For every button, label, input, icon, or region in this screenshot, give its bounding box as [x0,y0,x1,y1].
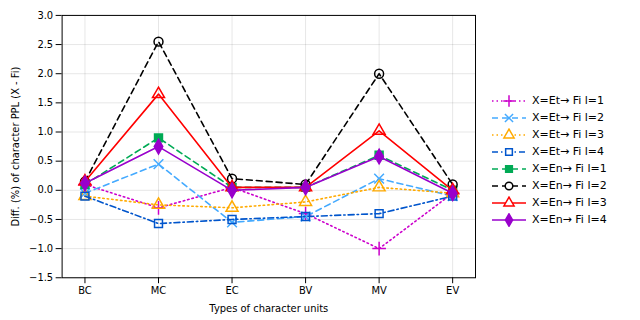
svg-text:2.5: 2.5 [37,39,53,50]
svg-text:−1.5: −1.5 [29,272,53,283]
svg-text:Diff. (%) of character PPL (X: Diff. (%) of character PPL (X - Fi) [10,66,21,226]
html-text:X=Et→ Fi l=3: X=Et→ Fi l=3 [531,128,604,141]
html-text:X=En→ Fi l=2: X=En→ Fi l=2 [531,179,607,192]
html-text:X=Et→ Fi l=1: X=Et→ Fi l=1 [531,94,604,107]
svg-text:BC: BC [78,285,92,296]
svg-text:MC: MC [151,285,167,296]
svg-text:EV: EV [446,285,459,296]
svg-text:0.0: 0.0 [37,184,53,195]
html-text:X=Et→ Fi l=4: X=Et→ Fi l=4 [531,145,604,158]
svg-text:Types of character units: Types of character units [208,303,328,314]
svg-text:BV: BV [299,285,313,296]
html-text:X=En→ Fi l=4: X=En→ Fi l=4 [531,213,607,226]
svg-text:1.5: 1.5 [37,97,53,108]
svg-text:MV: MV [371,285,387,296]
svg-text:−0.5: −0.5 [29,214,53,225]
svg-text:2.0: 2.0 [37,68,53,79]
html-text:X=En→ Fi l=1: X=En→ Fi l=1 [531,162,607,175]
svg-text:EC: EC [225,285,238,296]
svg-text:1.0: 1.0 [37,126,53,137]
svg-text:0.5: 0.5 [37,155,53,166]
html-text:X=Et→ Fi l=2: X=Et→ Fi l=2 [531,111,604,124]
html-text:X=En→ Fi l=3: X=En→ Fi l=3 [531,196,607,209]
svg-text:−1.0: −1.0 [29,243,53,254]
svg-text:3.0: 3.0 [37,10,53,21]
